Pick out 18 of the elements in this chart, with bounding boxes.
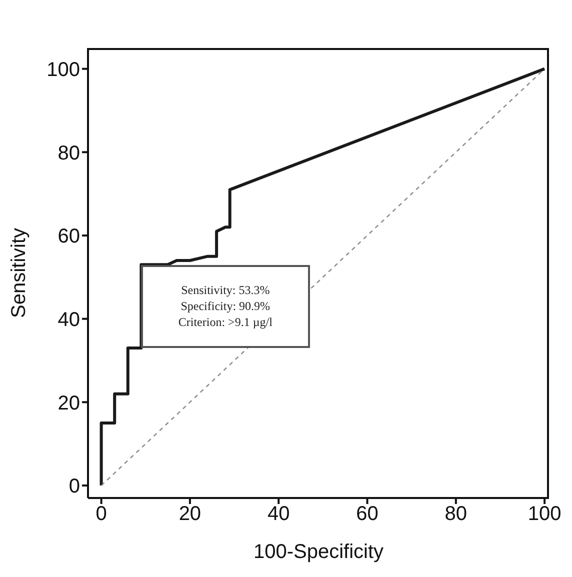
annotation: Specificity: 90.9%	[180, 298, 270, 314]
y-tick-label: 80	[58, 142, 80, 164]
x-tick-label: 100	[528, 503, 562, 526]
y-tick-label: 100	[46, 58, 80, 81]
y-tick-label: 40	[58, 308, 80, 331]
y-tick-label: 20	[58, 392, 80, 414]
annotation: Sensitivity: 53.3%	[181, 282, 270, 298]
y-tick-label: 60	[58, 226, 80, 248]
annotation: Criterion: >9.1 µg/l	[178, 314, 272, 330]
x-tick-label: 20	[178, 503, 202, 526]
x-tick-label: 40	[267, 503, 290, 526]
note-box: Sensitivity: 53.3% Specificity: 90.9% Criterion: >9.1 µg/l	[141, 264, 310, 348]
x-tick-label: 80	[444, 503, 468, 526]
x-axis-title: 100-Specificity	[253, 541, 384, 563]
x-tick-label: 60	[356, 503, 378, 526]
y-tick-label: 0	[68, 476, 80, 498]
x-tick-label: 0	[96, 503, 107, 526]
y-axis-title: Sensitivity	[8, 228, 30, 318]
